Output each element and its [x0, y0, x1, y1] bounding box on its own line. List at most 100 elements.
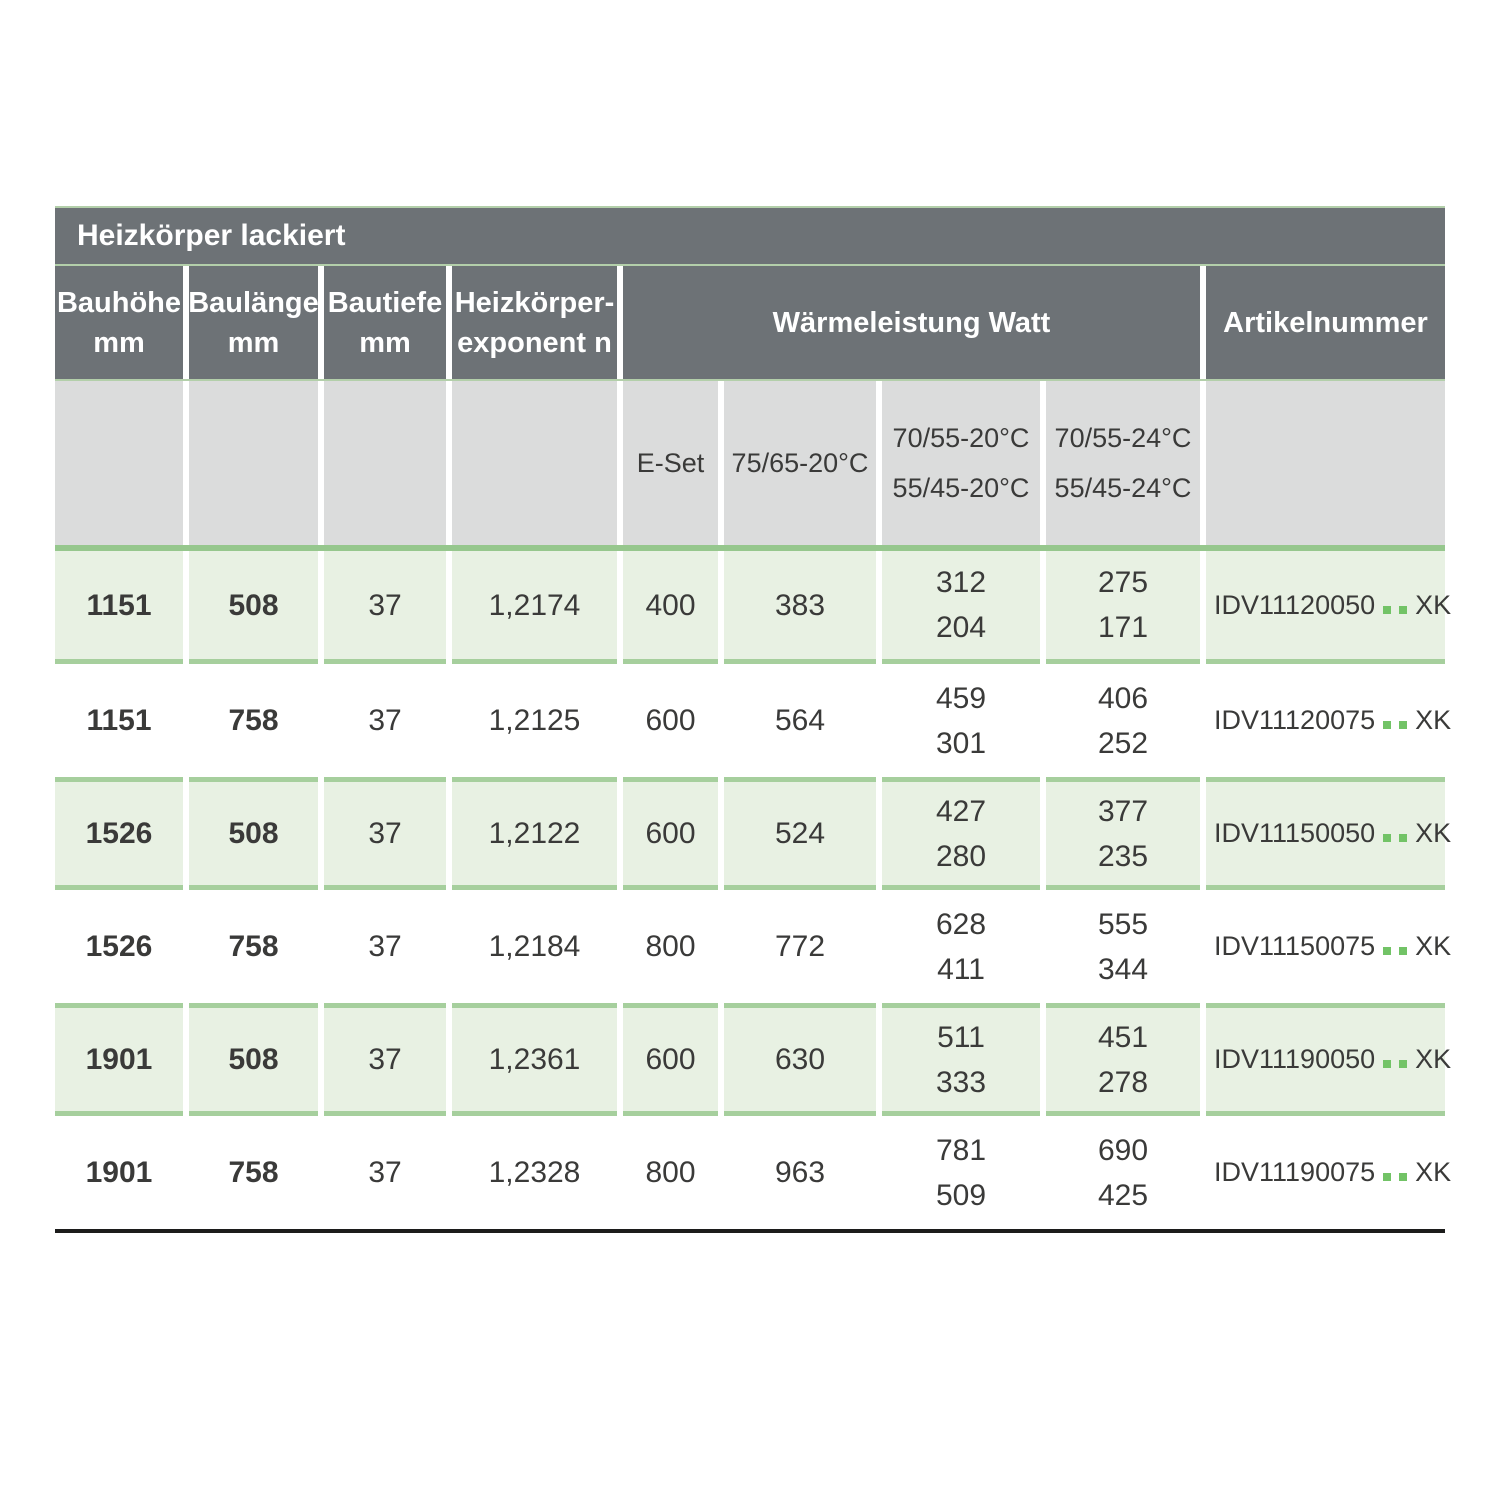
cell-watt-20-value: 628: [935, 907, 987, 941]
column-header-bautiefe: Bautiefe mm: [324, 266, 446, 379]
placeholder-dot: [1383, 605, 1392, 614]
artikelnummer-value: IDV11150050 XK: [1214, 811, 1451, 856]
cell-baulaenge-value: 758: [228, 930, 279, 963]
placeholder-dot: [1383, 1060, 1392, 1068]
cell-watt-20-value: 333: [935, 1065, 987, 1099]
artikel-suffix: XK: [1415, 1157, 1452, 1187]
cell-watt-7565-value: 524: [774, 817, 826, 850]
placeholder-dot: [1383, 947, 1392, 955]
cell-watt-20-value: 280: [935, 839, 987, 873]
subheader-empty: [324, 381, 446, 545]
cell-watt-7565: 630: [724, 1003, 876, 1116]
cell-exponent-value: 1,2174: [488, 588, 581, 622]
subheader-empty: [1206, 381, 1445, 545]
placeholder-dot: [1383, 721, 1392, 729]
cell-exponent: 1,2174: [452, 551, 617, 664]
placeholder-dot: [1399, 1060, 1408, 1068]
cell-eset: 600: [623, 1003, 718, 1116]
cell-watt-20: 511 333: [882, 1003, 1040, 1116]
cell-baulaenge-value: 508: [228, 588, 279, 622]
column-header-label: Wärmeleistung Watt: [772, 306, 1051, 339]
placeholder-dot: [1399, 721, 1408, 729]
cell-artikelnummer: IDV11120075 XK: [1206, 664, 1451, 777]
cell-exponent: 1,2122: [452, 777, 617, 890]
cell-baulaenge: 508: [189, 777, 318, 890]
cell-watt-20-value: 459: [935, 681, 987, 715]
column-header-unit: mm: [93, 326, 145, 359]
cell-watt-20: 427 280: [882, 777, 1040, 890]
cell-bautiefe-value: 37: [368, 817, 402, 850]
cell-eset-value: 600: [645, 704, 696, 737]
cell-artikelnummer: IDV11120050 XK: [1206, 551, 1451, 664]
cell-watt-7565: 772: [724, 890, 876, 1003]
subheader-label: 55/45-20°C: [892, 473, 1030, 503]
cell-watt-24-value: 235: [1097, 839, 1149, 873]
cell-bautiefe: 37: [324, 551, 446, 664]
cell-exponent: 1,2328: [452, 1116, 617, 1229]
cell-bautiefe: 37: [324, 664, 446, 777]
artikel-suffix: XK: [1415, 931, 1452, 961]
artikel-prefix: IDV11190075: [1214, 1157, 1376, 1187]
cell-watt-7565-value: 963: [774, 1156, 826, 1189]
cell-watt-20-value: 312: [935, 566, 987, 599]
cell-baulaenge-value: 758: [228, 704, 279, 737]
cell-watt-24: 690 425: [1046, 1116, 1200, 1229]
cell-watt-7565: 524: [724, 777, 876, 890]
cell-eset-value: 400: [645, 588, 696, 622]
cell-watt-24: 451 278: [1046, 1003, 1200, 1116]
table-body: 1151 508 37 1,2174 400 383 312 204 275 171 IDV1112…: [55, 551, 1452, 1229]
cell-eset-value: 800: [645, 930, 696, 963]
cell-bauhoehe-value: 1901: [85, 1156, 153, 1189]
column-header-label: Heizkörper-: [454, 286, 615, 319]
cell-watt-20: 312 204: [882, 551, 1040, 664]
cell-exponent-value: 1,2184: [488, 930, 581, 963]
cell-eset-value: 800: [645, 1156, 696, 1189]
cell-watt-24-value: 690: [1097, 1133, 1149, 1167]
cell-artikelnummer: IDV11150075 XK: [1206, 890, 1451, 1003]
cell-eset: 600: [623, 777, 718, 890]
divider-line: [55, 264, 1445, 266]
cell-bautiefe-value: 37: [368, 704, 402, 737]
column-header-bauhoehe: Bauhöhe mm: [55, 266, 183, 379]
cell-watt-20-value: 511: [937, 1020, 985, 1054]
cell-bauhoehe: 1526: [55, 777, 183, 890]
placeholder-dot: [1383, 834, 1392, 842]
placeholder-dot: [1399, 605, 1408, 614]
column-header-row: Bauhöhe mm Baulänge mm Bautiefe mm Heizk…: [55, 266, 1445, 379]
artikelnummer-value: IDV11150075 XK: [1214, 924, 1451, 969]
table-bottom-border: [55, 1229, 1445, 1233]
subheader-eset: E-Set: [623, 381, 718, 545]
subheader-label: 70/55-24°C: [1054, 423, 1192, 453]
cell-watt-20-value: 427: [935, 794, 987, 828]
cell-bauhoehe: 1151: [55, 664, 183, 777]
cell-bautiefe: 37: [324, 890, 446, 1003]
cell-eset-value: 600: [645, 1043, 696, 1076]
subheader-empty: [55, 381, 183, 545]
artikelnummer-value: IDV11120050 XK: [1214, 583, 1451, 628]
artikelnummer-value: IDV11120075 XK: [1214, 698, 1451, 743]
cell-bautiefe: 37: [324, 777, 446, 890]
cell-watt-7565-value: 564: [774, 704, 826, 737]
cell-watt-24-value: 377: [1097, 794, 1149, 828]
cell-baulaenge: 508: [189, 1003, 318, 1116]
cell-watt-24: 406 252: [1046, 664, 1200, 777]
placeholder-dot: [1383, 1173, 1392, 1181]
artikel-suffix: XK: [1415, 705, 1452, 735]
cell-exponent-value: 1,2122: [488, 817, 581, 850]
artikel-prefix: IDV11120050: [1214, 589, 1376, 620]
artikelnummer-value: IDV11190050 XK: [1214, 1037, 1451, 1082]
column-header-unit: mm: [359, 326, 411, 359]
subheader-empty: [189, 381, 318, 545]
cell-watt-24-value: 406: [1097, 681, 1149, 715]
cell-watt-20: 459 301: [882, 664, 1040, 777]
subheader-label: E-Set: [636, 448, 705, 478]
cell-watt-20-value: 509: [935, 1178, 987, 1212]
cell-watt-20-value: 411: [937, 952, 985, 986]
table-row: 1526 758 37 1,2184 800 772 628 411 555 344 IDV1115…: [55, 890, 1452, 1003]
cell-watt-7565: 564: [724, 664, 876, 777]
cell-exponent: 1,2125: [452, 664, 617, 777]
cell-watt-24: 275 171: [1046, 551, 1200, 664]
cell-bauhoehe-value: 1151: [86, 588, 152, 622]
column-header-unit: mm: [227, 326, 280, 359]
cell-eset: 600: [623, 664, 718, 777]
